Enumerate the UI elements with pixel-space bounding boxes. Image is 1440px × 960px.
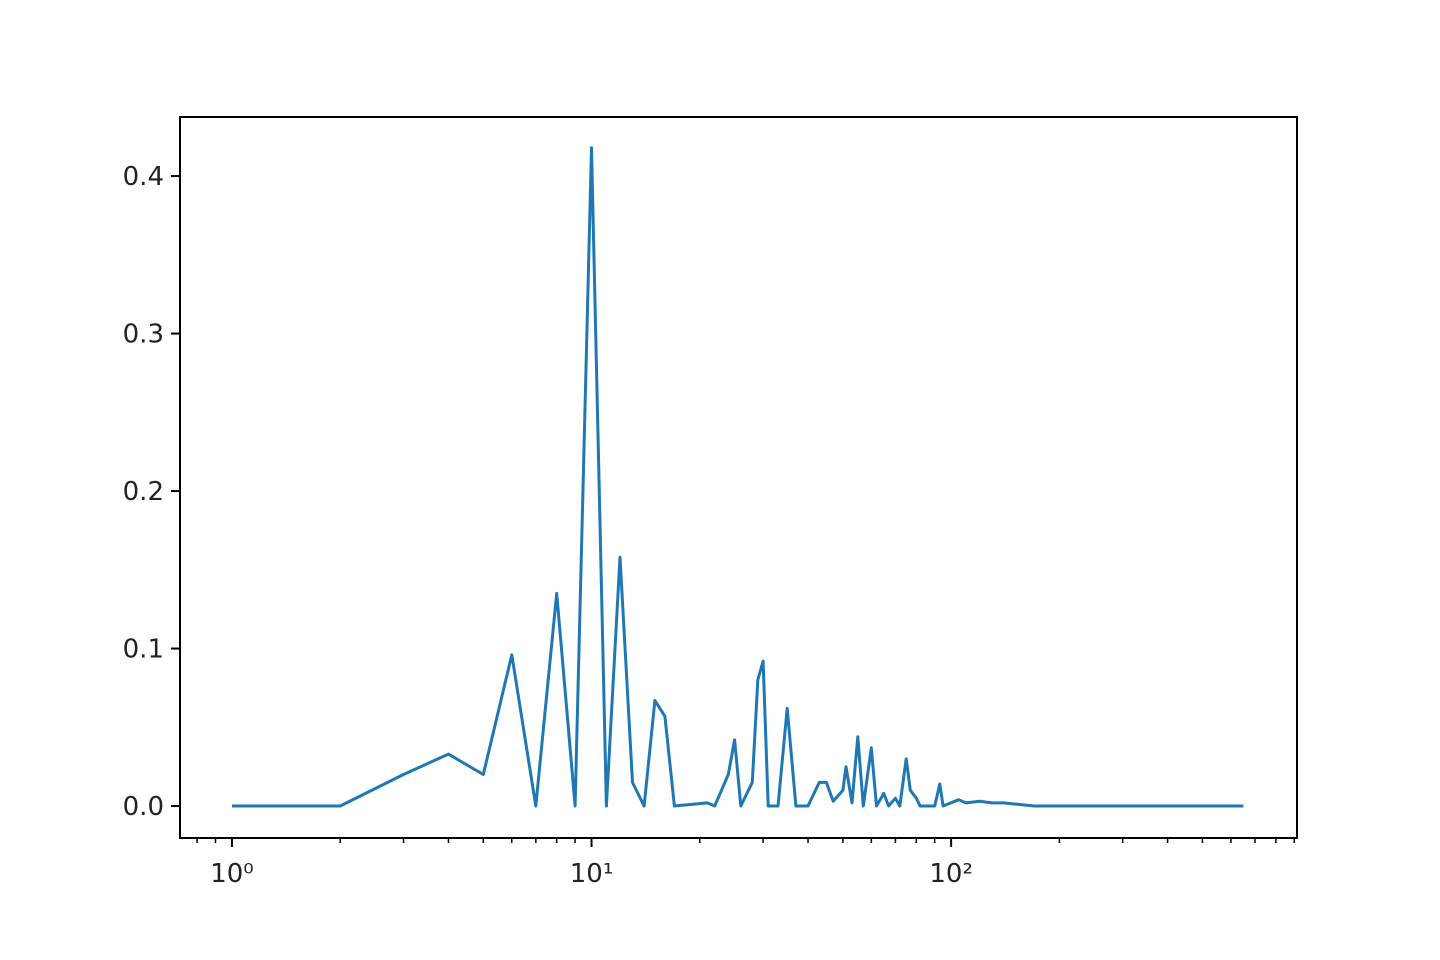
y-tick-label: 0.3 [123, 320, 164, 350]
y-tick-label: 0.0 [123, 792, 164, 822]
plot-frame [179, 116, 1298, 839]
y-tick-label: 0.4 [123, 162, 164, 192]
x-tick-label: 10² [929, 859, 973, 889]
y-tick-label: 0.2 [123, 477, 164, 507]
x-tick-label: 10¹ [570, 859, 614, 889]
x-tick-label: 10⁰ [210, 859, 254, 889]
data-line [232, 146, 1244, 808]
y-tick-label: 0.1 [123, 635, 164, 665]
